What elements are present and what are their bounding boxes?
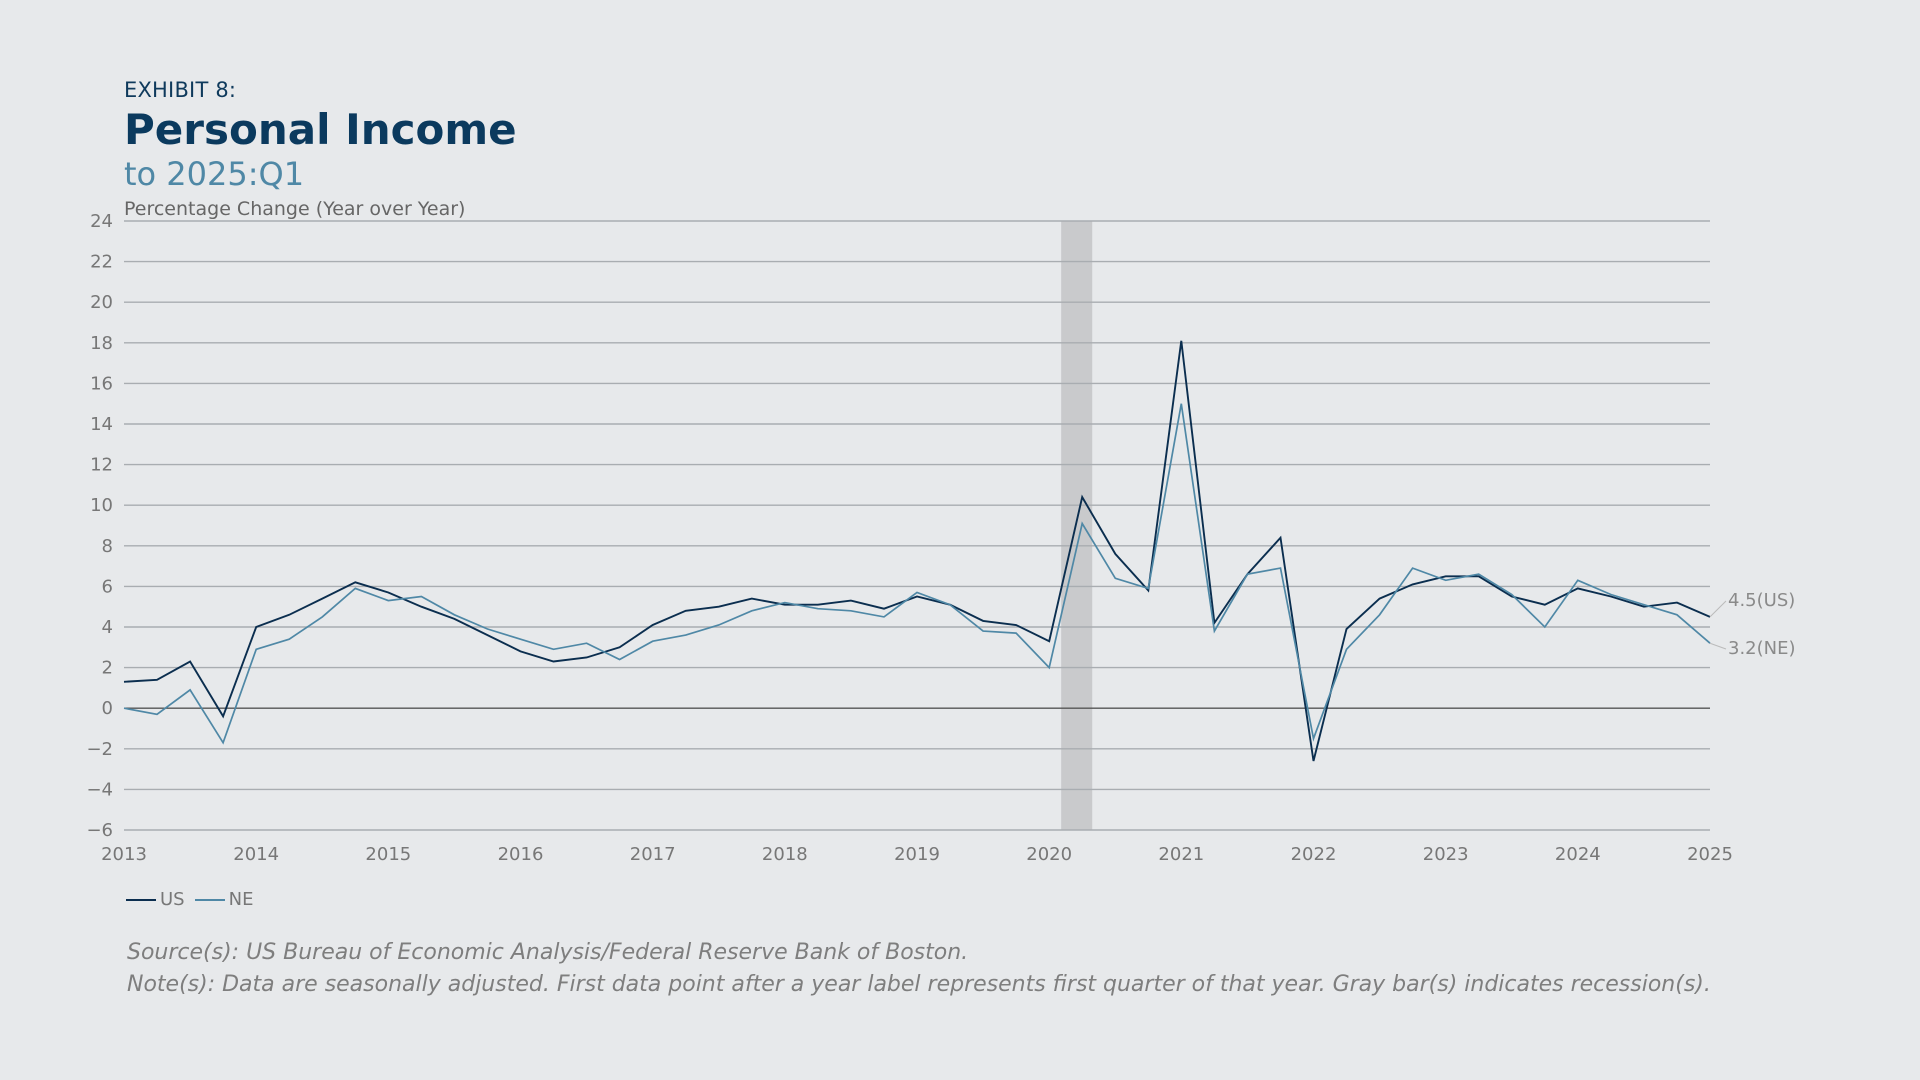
x-tick-label: 2016 <box>498 844 544 865</box>
y-tick-label: 4 <box>102 617 113 638</box>
y-tick-label: 18 <box>90 333 113 354</box>
legend-item-ne: NE <box>194 889 254 910</box>
y-tick-label: 16 <box>90 373 113 394</box>
legend-swatch-us <box>126 898 156 901</box>
end-label-leader <box>1709 642 1727 650</box>
x-tick-label: 2022 <box>1291 844 1337 865</box>
series-line-us <box>123 340 1711 762</box>
chart-subtitle: to 2025:Q1 <box>124 155 305 193</box>
x-tick-label: 2023 <box>1423 844 1469 865</box>
end-label-us: 4.5(US) <box>1728 590 1795 611</box>
legend-item-us: US <box>126 889 185 910</box>
x-tick-label: 2017 <box>630 844 676 865</box>
y-tick-label: 22 <box>90 252 113 273</box>
x-tick-label: 2013 <box>101 844 147 865</box>
x-tick-label: 2019 <box>894 844 940 865</box>
chart-header: EXHIBIT 8: Personal Income to 2025:Q1 Pe… <box>124 78 517 220</box>
x-tick-label: 2021 <box>1158 844 1204 865</box>
x-tick-label: 2014 <box>233 844 279 865</box>
y-tick-label: 24 <box>90 211 113 232</box>
y-tick-label: 2 <box>102 658 113 679</box>
x-tick-label: 2018 <box>762 844 808 865</box>
end-label-leader <box>1709 600 1727 618</box>
y-tick-label: 10 <box>90 495 113 516</box>
legend: US NE <box>126 889 253 910</box>
y-tick-label: 20 <box>90 292 113 313</box>
y-tick-label: −2 <box>86 739 113 760</box>
chart-title: Personal Income <box>124 105 517 154</box>
source-note: Source(s): US Bureau of Economic Analysi… <box>127 940 969 965</box>
y-tick-label: 0 <box>102 698 113 719</box>
x-tick-label: 2024 <box>1555 844 1601 865</box>
legend-label-ne: NE <box>228 889 254 910</box>
y-tick-label: −4 <box>86 779 113 800</box>
y-tick-label: 8 <box>102 536 113 557</box>
recession-bar <box>1061 221 1093 830</box>
y-tick-label: 6 <box>102 576 113 597</box>
y-tick-label: 12 <box>90 455 113 476</box>
x-tick-label: 2015 <box>365 844 411 865</box>
x-tick-label: 2025 <box>1687 844 1733 865</box>
x-tick-label: 2020 <box>1026 844 1072 865</box>
series-line-ne <box>123 403 1711 745</box>
data-note: Note(s): Data are seasonally adjusted. F… <box>127 972 1711 997</box>
legend-swatch-ne <box>194 898 225 901</box>
y-tick-label: −6 <box>86 820 113 841</box>
exhibit-label: EXHIBIT 8: <box>124 78 237 102</box>
legend-label-us: US <box>160 889 185 910</box>
end-label-ne: 3.2(NE) <box>1728 638 1796 659</box>
y-axis-label: Percentage Change (Year over Year) <box>124 198 466 220</box>
footnotes: Source(s): US Bureau of Economic Analysi… <box>127 937 1711 1001</box>
y-tick-label: 14 <box>90 414 113 435</box>
